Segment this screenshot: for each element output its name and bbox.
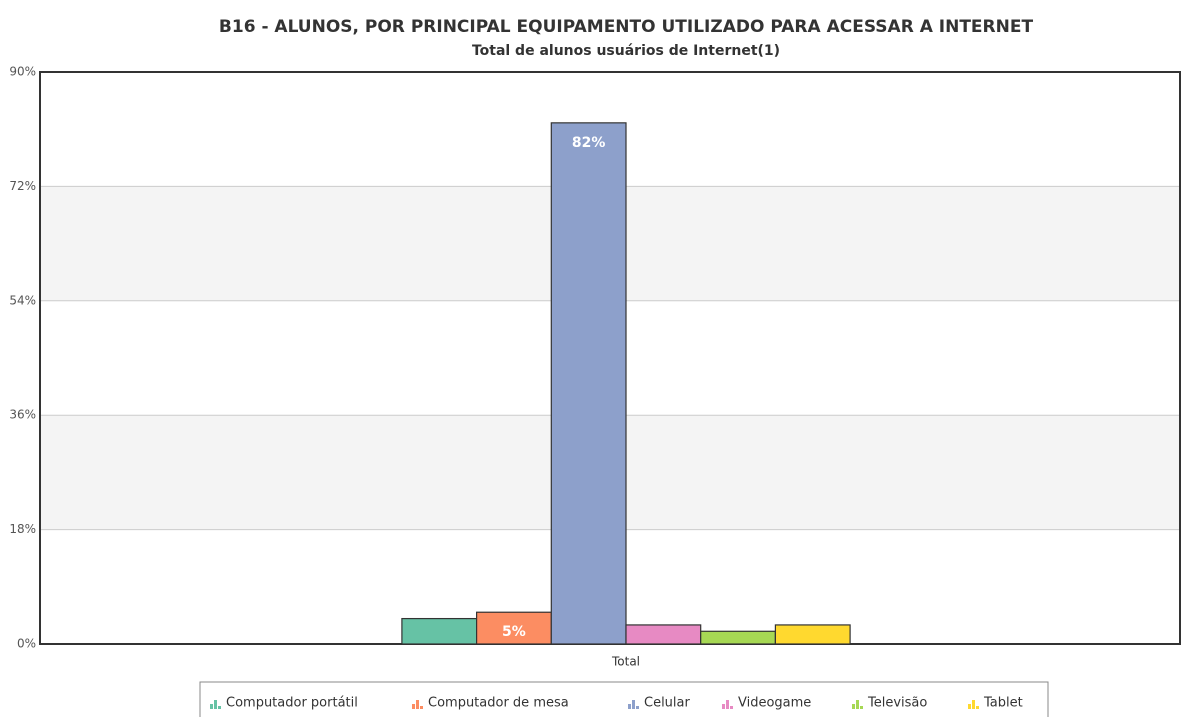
legend-icon [420,706,423,709]
legend-icon [856,700,859,709]
y-tick-label: 72% [9,179,36,193]
legend-icon [976,706,979,709]
legend-icon [218,706,221,709]
legend-icon [852,704,855,709]
y-tick-label: 90% [9,65,36,79]
chart-title: B16 - ALUNOS, POR PRINCIPAL EQUIPAMENTO … [219,17,1034,37]
y-tick-label: 36% [9,408,36,422]
legend-icon [968,704,971,709]
legend-box [199,681,1049,717]
bar [774,624,851,645]
legend-icon [214,700,217,709]
legend-icon [972,700,975,709]
chart-subtitle: Total de alunos usuários de Internet(1) [472,43,780,59]
data-label: 82% [572,135,606,151]
legend-label: Computador de mesa [428,696,569,711]
legend-icon [210,704,213,709]
legend-icon [726,700,729,709]
legend-icon [722,704,725,709]
legend-icon [730,706,733,709]
legend-icon [628,704,631,709]
legend-icon [636,706,639,709]
data-label: 5% [502,624,526,640]
legend-label: Celular [644,696,691,711]
y-tick-label: 0% [17,637,36,651]
legend-label: Televisão [867,696,927,711]
legend-icon [412,704,415,709]
y-tick-label: 54% [9,293,36,307]
bar [401,617,478,645]
legend-icon [632,700,635,709]
y-tick-label: 18% [9,522,36,536]
bar [625,624,702,645]
bar [700,630,777,645]
x-tick-label: Total [611,655,640,669]
legend-icon [416,700,419,709]
legend-label: Videogame [738,696,811,711]
bar [476,611,552,645]
bar [550,122,627,645]
legend-label: Tablet [983,696,1023,711]
legend-icon [860,706,863,709]
legend-label: Computador portátil [226,696,358,711]
